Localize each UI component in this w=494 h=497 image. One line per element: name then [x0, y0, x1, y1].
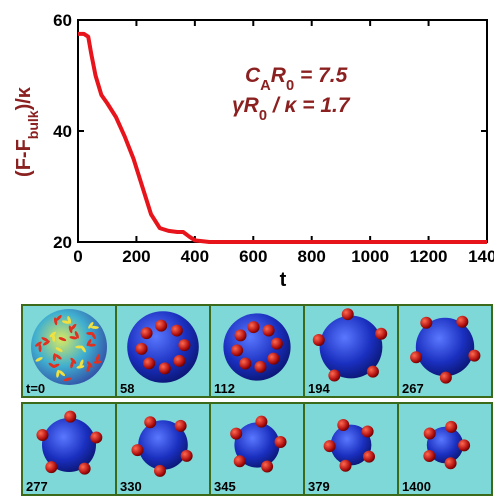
- bud: [456, 316, 468, 328]
- bud: [141, 327, 153, 339]
- bud: [79, 463, 91, 475]
- bud: [248, 321, 260, 333]
- snapshot-panel: 1400: [398, 403, 492, 495]
- annotation: CAR0 = 7.5: [245, 64, 348, 94]
- text-part: = 7.5: [294, 64, 347, 87]
- bud: [337, 419, 349, 431]
- bud: [159, 362, 171, 374]
- snapshot-panel: 194: [304, 305, 398, 397]
- snapshot-panel: 112: [210, 305, 304, 397]
- bud: [468, 350, 480, 362]
- snapshot-panel: t=0: [22, 305, 116, 397]
- bud: [90, 431, 102, 443]
- bud: [175, 420, 187, 432]
- bud: [420, 317, 432, 329]
- figure: CAR0 = 7.5 γR0 / κ = 1.7 (F-Fbulk)/κ t 2…: [0, 0, 494, 497]
- y-tick-label: 60: [53, 11, 72, 30]
- snapshot-panel: 379: [304, 403, 398, 495]
- bud: [144, 416, 156, 428]
- bud: [181, 450, 193, 462]
- panel-label: 267: [402, 381, 424, 396]
- bud: [234, 455, 246, 467]
- bud: [254, 361, 266, 373]
- bud: [271, 338, 283, 350]
- bud: [328, 369, 340, 381]
- panel-label: 379: [308, 479, 330, 494]
- text-part: / κ = 1.7: [267, 94, 351, 117]
- bud: [45, 461, 57, 473]
- bud: [423, 450, 435, 462]
- bud: [275, 436, 287, 448]
- text-part: bulk: [25, 110, 41, 139]
- snapshot-panel: 277: [22, 403, 116, 495]
- bud: [155, 320, 167, 332]
- text-part: A: [260, 78, 271, 94]
- snapshot-panel: 330: [116, 403, 210, 495]
- bud: [239, 357, 251, 369]
- bud: [178, 339, 190, 351]
- bud: [267, 353, 279, 365]
- panel-label: 112: [214, 381, 235, 396]
- panel-label: 277: [26, 479, 48, 494]
- annotation: γR0 / κ = 1.7: [232, 94, 351, 124]
- x-tick-label: 1400: [468, 247, 494, 266]
- panel-label: 345: [214, 479, 236, 494]
- bud: [445, 421, 457, 433]
- snapshot-panel: 58: [116, 305, 210, 397]
- bud: [255, 416, 267, 428]
- panel-label: 330: [120, 479, 142, 494]
- bud: [36, 429, 48, 441]
- bud: [445, 457, 457, 469]
- bud: [340, 460, 352, 472]
- x-tick-label: 800: [298, 247, 326, 266]
- x-axis-label: t: [280, 269, 287, 291]
- bud: [363, 451, 375, 463]
- plot-frame: [78, 20, 487, 242]
- bud: [362, 425, 374, 437]
- panel-label: 58: [120, 381, 134, 396]
- bud: [375, 328, 387, 340]
- bud: [171, 325, 183, 337]
- snapshot-panel: 345: [210, 403, 304, 495]
- bud: [230, 428, 242, 440]
- y-tick-label: 40: [53, 122, 72, 141]
- bud: [313, 334, 325, 346]
- x-tick-label: 1200: [410, 247, 448, 266]
- bud: [173, 355, 185, 367]
- x-tick-label: 400: [181, 247, 209, 266]
- bud: [263, 325, 275, 337]
- bud: [261, 460, 273, 472]
- bud: [410, 351, 422, 363]
- bud: [324, 440, 336, 452]
- snapshot-panel: 267: [398, 305, 492, 397]
- text-part: γR: [232, 94, 260, 117]
- panel-label: t=0: [26, 381, 45, 396]
- bud: [131, 444, 143, 456]
- text-part: C: [245, 64, 261, 87]
- y-axis-label: (F-Fbulk)/κ: [13, 86, 41, 177]
- bud: [64, 411, 76, 423]
- x-tick-label: 200: [122, 247, 150, 266]
- bud: [342, 308, 354, 320]
- text-part: (F-F: [13, 139, 35, 177]
- text-part: )/κ: [13, 86, 35, 110]
- text-part: 0: [286, 78, 294, 94]
- y-tick-label: 20: [53, 233, 72, 252]
- bud: [458, 439, 470, 451]
- bud: [143, 357, 155, 369]
- bud: [367, 366, 379, 378]
- x-tick-label: 600: [239, 247, 267, 266]
- bud: [231, 344, 243, 356]
- x-tick-label: 1000: [351, 247, 389, 266]
- text-part: R: [271, 64, 287, 87]
- panel-label: 194: [308, 381, 330, 396]
- bud: [424, 428, 436, 440]
- bud: [235, 329, 247, 341]
- x-tick-label: 0: [73, 247, 82, 266]
- bud: [440, 372, 452, 384]
- text-part: 0: [259, 108, 267, 124]
- bud: [154, 465, 166, 477]
- panel-label: 1400: [402, 479, 431, 494]
- bud: [136, 343, 148, 355]
